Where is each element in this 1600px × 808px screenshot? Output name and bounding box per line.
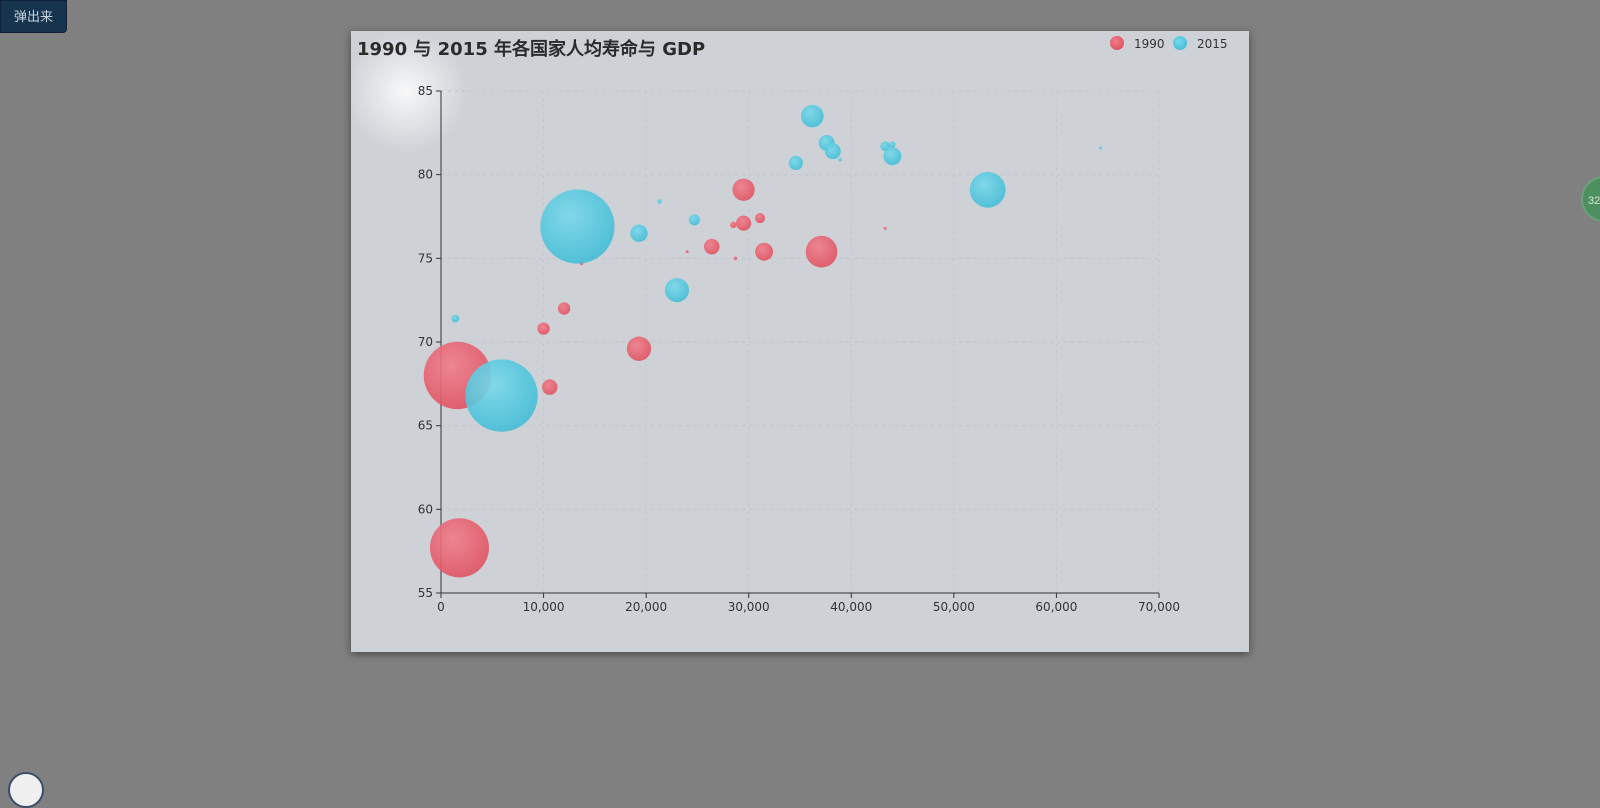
bubble-1990[interactable] — [626, 336, 652, 361]
bubble-1990[interactable] — [754, 213, 765, 224]
bubble-2015[interactable] — [688, 214, 700, 226]
x-tick-label: 70,000 — [1138, 600, 1180, 614]
x-tick-label: 30,000 — [728, 600, 770, 614]
bubble-1990[interactable] — [557, 302, 571, 315]
bubble-2015[interactable] — [788, 155, 803, 171]
y-tick-label: 70 — [418, 335, 433, 349]
bubble-1990[interactable] — [429, 518, 489, 578]
y-tick-label: 80 — [418, 168, 433, 182]
bubble-2015[interactable] — [969, 171, 1006, 208]
bubble-1990[interactable] — [736, 215, 752, 231]
bubble-1990[interactable] — [733, 256, 738, 261]
bubble-2015[interactable] — [824, 143, 841, 160]
bubble-2015[interactable] — [465, 359, 538, 432]
popout-button[interactable]: 弹出来 — [0, 0, 68, 33]
x-tick-label: 10,000 — [523, 600, 565, 614]
y-tick-label: 75 — [418, 251, 433, 265]
bubble-1990[interactable] — [704, 238, 720, 255]
legend-label: 2015 — [1197, 37, 1228, 51]
chart-title: 1990 与 2015 年各国家人均寿命与 GDP — [357, 39, 706, 60]
bubble-1990[interactable] — [883, 226, 887, 230]
bubble-1990[interactable] — [730, 221, 737, 229]
data-points — [423, 104, 1103, 578]
legend-marker — [1110, 36, 1124, 50]
y-tick-label: 60 — [418, 502, 433, 516]
bubble-2015[interactable] — [630, 224, 648, 242]
bubble-2015[interactable] — [664, 278, 689, 303]
bubble-1990[interactable] — [541, 379, 558, 395]
bubble-chart: 0 10,000 20,000 30,000 40,000 50,000 60,000 70,… — [418, 36, 1228, 614]
bubble-1990[interactable] — [685, 250, 689, 254]
bubble-2015[interactable] — [540, 189, 615, 264]
bubble-1990[interactable] — [537, 322, 550, 335]
side-float-widget[interactable]: 32 — [1581, 176, 1600, 222]
bubble-2015[interactable] — [838, 157, 842, 162]
x-tick-label: 50,000 — [933, 600, 975, 614]
corner-float-widget[interactable] — [8, 772, 44, 808]
axes: 0 10,000 20,000 30,000 40,000 50,000 60,000 70,… — [418, 84, 1180, 614]
bubble-1990[interactable] — [805, 235, 838, 268]
legend-item-1990[interactable]: 1990 — [1110, 36, 1165, 51]
bubble-1990[interactable] — [755, 242, 774, 261]
bubble-2015[interactable] — [1099, 146, 1103, 150]
x-tick-label: 60,000 — [1035, 600, 1077, 614]
y-tick-label: 85 — [418, 84, 433, 98]
legend-marker — [1173, 36, 1187, 50]
legend: 1990 2015 — [1110, 36, 1228, 51]
x-tick-label: 0 — [437, 600, 445, 614]
legend-item-2015[interactable]: 2015 — [1173, 36, 1228, 51]
bubble-2015[interactable] — [801, 104, 824, 128]
y-tick-label: 65 — [418, 419, 433, 433]
bubble-2015[interactable] — [451, 314, 460, 323]
bubble-2015[interactable] — [889, 141, 896, 148]
x-tick-label: 20,000 — [625, 600, 667, 614]
y-tick-label: 55 — [418, 586, 433, 600]
bubble-2015[interactable] — [883, 147, 902, 166]
bubble-2015[interactable] — [657, 199, 662, 204]
legend-label: 1990 — [1134, 37, 1165, 51]
x-tick-label: 40,000 — [830, 600, 872, 614]
chart-panel: 1990 与 2015 年各国家人均寿命与 GDP 0 10,000 20,000 3… — [351, 31, 1249, 652]
bubble-2015[interactable] — [880, 141, 890, 152]
bubble-1990[interactable] — [732, 178, 755, 201]
